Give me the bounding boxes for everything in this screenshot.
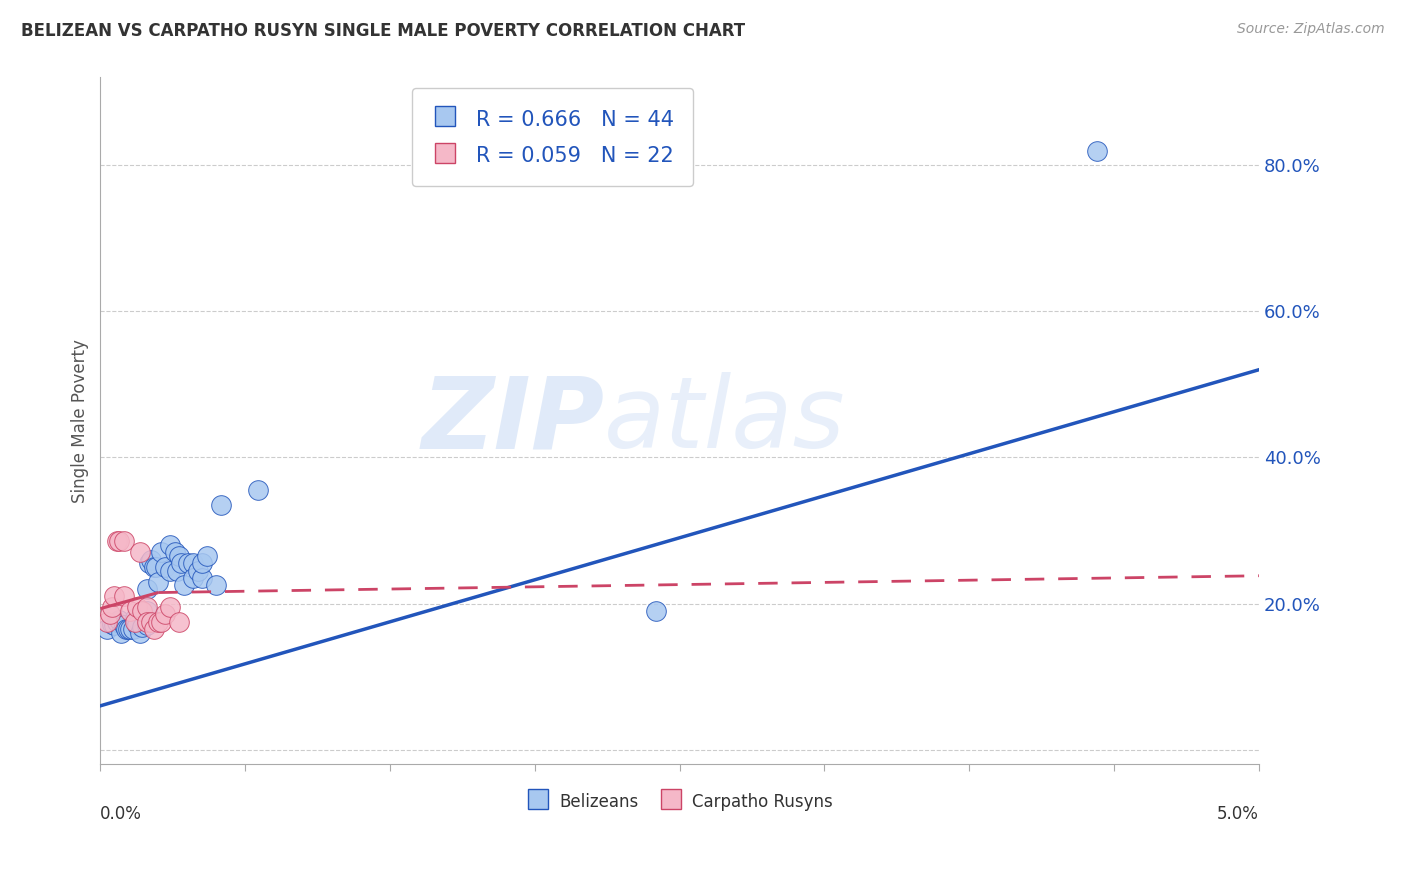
Text: 5.0%: 5.0% — [1218, 805, 1258, 823]
Point — [115, 622, 138, 636]
Point — [128, 625, 150, 640]
Point — [166, 564, 188, 578]
Point — [1085, 144, 1108, 158]
Point — [127, 618, 149, 632]
Point — [112, 618, 135, 632]
Point — [159, 600, 181, 615]
Point — [209, 498, 232, 512]
Text: atlas: atlas — [605, 372, 846, 469]
Point — [187, 564, 209, 578]
Point — [138, 557, 160, 571]
Point — [105, 534, 128, 549]
Point — [135, 582, 157, 596]
Text: ZIP: ZIP — [422, 372, 605, 469]
Point — [120, 604, 142, 618]
Point — [149, 615, 172, 629]
Point — [108, 613, 131, 627]
Point — [645, 604, 668, 618]
Point — [145, 560, 167, 574]
Point — [149, 545, 172, 559]
Point — [142, 622, 165, 636]
Point — [170, 557, 193, 571]
Point — [120, 622, 142, 636]
Point — [128, 545, 150, 559]
Point — [98, 607, 121, 622]
Point — [191, 557, 214, 571]
Point — [167, 549, 190, 563]
Point — [181, 571, 204, 585]
Point — [167, 615, 190, 629]
Point — [163, 545, 186, 559]
Point — [124, 611, 146, 625]
Point — [121, 622, 143, 636]
Point — [142, 560, 165, 574]
Point — [117, 622, 139, 636]
Point — [246, 483, 269, 498]
Point — [173, 578, 195, 592]
Point — [96, 615, 118, 629]
Point — [141, 615, 163, 629]
Point — [105, 615, 128, 629]
Point — [112, 589, 135, 603]
Point — [155, 607, 177, 622]
Point — [191, 571, 214, 585]
Point — [177, 557, 200, 571]
Point — [101, 617, 124, 632]
Y-axis label: Single Male Poverty: Single Male Poverty — [72, 339, 89, 503]
Point — [112, 534, 135, 549]
Point — [131, 620, 153, 634]
Point — [141, 552, 163, 566]
Text: BELIZEAN VS CARPATHO RUSYN SINGLE MALE POVERTY CORRELATION CHART: BELIZEAN VS CARPATHO RUSYN SINGLE MALE P… — [21, 22, 745, 40]
Point — [135, 618, 157, 632]
Point — [181, 557, 204, 571]
Point — [101, 600, 124, 615]
Point — [96, 622, 118, 636]
Point — [127, 600, 149, 615]
Text: Source: ZipAtlas.com: Source: ZipAtlas.com — [1237, 22, 1385, 37]
Point — [135, 604, 157, 618]
Point — [135, 600, 157, 615]
Point — [103, 618, 125, 632]
Text: 0.0%: 0.0% — [100, 805, 142, 823]
Point — [148, 615, 170, 629]
Point — [159, 564, 181, 578]
Point — [135, 615, 157, 629]
Point — [159, 538, 181, 552]
Point — [148, 574, 170, 589]
Point — [108, 534, 131, 549]
Point — [195, 549, 218, 563]
Point — [103, 589, 125, 603]
Point — [124, 615, 146, 629]
Point — [131, 604, 153, 618]
Point — [155, 560, 177, 574]
Point — [110, 625, 132, 640]
Point — [205, 578, 228, 592]
Legend: Belizeans, Carpatho Rusyns: Belizeans, Carpatho Rusyns — [520, 785, 839, 818]
